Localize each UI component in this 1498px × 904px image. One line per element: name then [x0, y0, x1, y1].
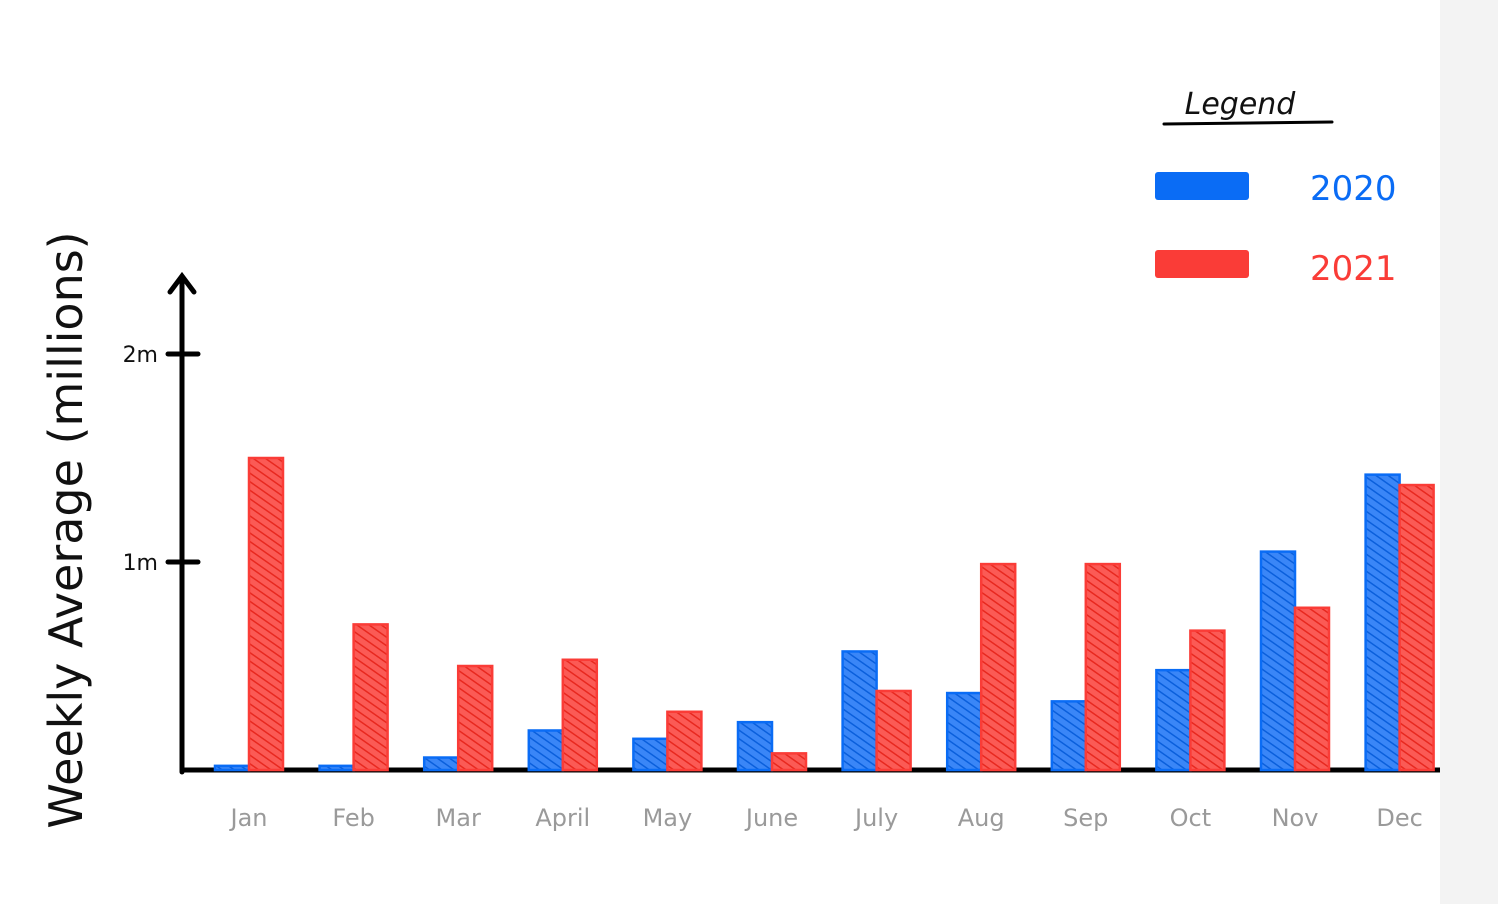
bar-2020-may [632, 737, 669, 772]
axes [167, 271, 1440, 775]
bar-2021-sep [1084, 562, 1122, 772]
bar-2020-mar [422, 756, 460, 772]
bar-2020-oct [1155, 668, 1192, 772]
page-margin [1440, 0, 1498, 904]
bar-chart: Weekly Average (millions) 1m 2m Jan Feb Mar… [39, 87, 1440, 832]
x-tick-label: Oct [1170, 804, 1212, 832]
bar-2020-aug [945, 691, 983, 772]
legend-label-2021: 2021 [1310, 249, 1397, 289]
bar-2020-june [736, 720, 774, 772]
bar-2020-sep [1050, 700, 1088, 772]
legend-title: Legend [1185, 87, 1297, 122]
legend-swatch-2020 [1155, 172, 1249, 200]
bar-2021-jan [247, 456, 285, 772]
bar-2020-april [527, 729, 565, 772]
legend: Legend 2020 2021 [1155, 87, 1397, 289]
y-axis-arrow [167, 271, 197, 295]
y-ticks: 1m 2m [123, 343, 201, 576]
bar-2020-july [841, 650, 878, 772]
bar-2020-jan [213, 764, 251, 772]
x-tick-label: Sep [1063, 804, 1108, 832]
bar-2021-nov [1293, 606, 1331, 772]
x-tick-label: June [744, 804, 798, 832]
bar-2020-nov [1259, 550, 1297, 772]
x-tick-label: May [643, 804, 693, 832]
x-tick-label: Jan [229, 804, 268, 832]
x-tick-label: April [535, 804, 590, 832]
x-tick-label: July [853, 804, 898, 832]
legend-title-underline [1162, 120, 1334, 126]
bar-2021-april [561, 658, 599, 772]
bar-2020-feb [318, 764, 355, 772]
legend-label-2020: 2020 [1310, 169, 1397, 209]
bars [213, 456, 1435, 772]
bar-2021-aug [979, 562, 1017, 772]
bar-2021-oct [1189, 629, 1226, 772]
bar-2021-mar [456, 664, 494, 772]
bar-2021-may [666, 710, 703, 772]
x-tick-label: Aug [958, 804, 1005, 832]
x-tick-label: Nov [1272, 804, 1319, 832]
x-tick-labels: Jan Feb Mar April May June July Aug Sep Oct Nov Dec [229, 804, 1423, 832]
bar-2020-dec [1364, 473, 1401, 772]
bar-2021-dec [1398, 483, 1435, 772]
y-tick-label: 1m [123, 551, 158, 576]
x-tick-label: Dec [1376, 804, 1422, 832]
x-tick-label: Mar [436, 804, 481, 832]
y-axis-label: Weekly Average (millions) [39, 231, 93, 828]
y-tick-label: 2m [123, 343, 158, 368]
legend-swatch-2021 [1155, 250, 1249, 278]
bar-2021-feb [352, 623, 389, 772]
x-tick-label: Feb [332, 804, 375, 832]
bar-2021-june [770, 752, 808, 772]
bar-2021-july [875, 689, 912, 772]
